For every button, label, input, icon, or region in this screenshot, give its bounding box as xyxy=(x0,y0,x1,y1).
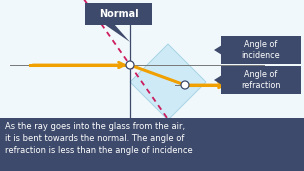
Polygon shape xyxy=(130,44,206,120)
Circle shape xyxy=(126,61,134,69)
Text: Normal: Normal xyxy=(99,9,138,19)
Polygon shape xyxy=(214,45,222,55)
Text: Angle of
refraction: Angle of refraction xyxy=(241,70,281,90)
Polygon shape xyxy=(104,24,130,42)
FancyBboxPatch shape xyxy=(221,36,301,64)
FancyBboxPatch shape xyxy=(85,3,152,25)
Circle shape xyxy=(181,81,189,89)
Polygon shape xyxy=(214,75,222,85)
FancyBboxPatch shape xyxy=(221,66,301,94)
Text: As the ray goes into the glass from the air,
it is bent towards the normal. The : As the ray goes into the glass from the … xyxy=(5,122,193,155)
FancyBboxPatch shape xyxy=(0,118,304,171)
Text: Angle of
incidence: Angle of incidence xyxy=(242,40,280,60)
